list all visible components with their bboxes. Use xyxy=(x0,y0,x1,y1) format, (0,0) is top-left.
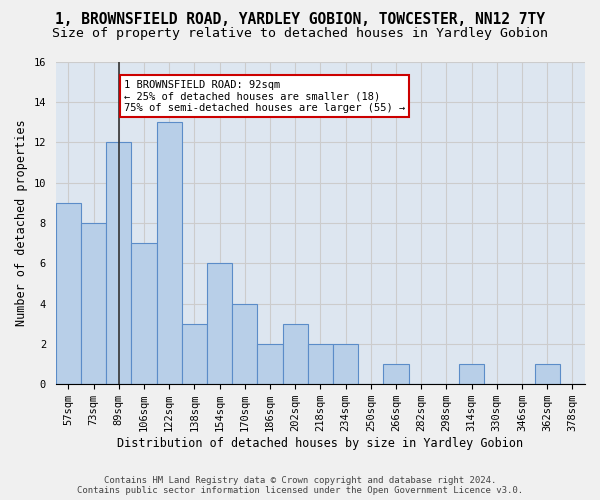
X-axis label: Distribution of detached houses by size in Yardley Gobion: Distribution of detached houses by size … xyxy=(118,437,523,450)
Bar xyxy=(535,364,560,384)
Bar xyxy=(207,263,232,384)
Bar xyxy=(257,344,283,384)
Bar xyxy=(333,344,358,384)
Text: Contains HM Land Registry data © Crown copyright and database right 2024.
Contai: Contains HM Land Registry data © Crown c… xyxy=(77,476,523,495)
Bar xyxy=(308,344,333,384)
Y-axis label: Number of detached properties: Number of detached properties xyxy=(15,120,28,326)
Bar xyxy=(459,364,484,384)
Bar xyxy=(157,122,182,384)
Text: Size of property relative to detached houses in Yardley Gobion: Size of property relative to detached ho… xyxy=(52,28,548,40)
Bar xyxy=(182,324,207,384)
Bar xyxy=(283,324,308,384)
Text: 1, BROWNSFIELD ROAD, YARDLEY GOBION, TOWCESTER, NN12 7TY: 1, BROWNSFIELD ROAD, YARDLEY GOBION, TOW… xyxy=(55,12,545,28)
Text: 1 BROWNSFIELD ROAD: 92sqm
← 25% of detached houses are smaller (18)
75% of semi-: 1 BROWNSFIELD ROAD: 92sqm ← 25% of detac… xyxy=(124,80,405,113)
Bar xyxy=(56,202,81,384)
Bar xyxy=(383,364,409,384)
Bar xyxy=(131,243,157,384)
Bar xyxy=(232,304,257,384)
Bar xyxy=(81,223,106,384)
Bar xyxy=(106,142,131,384)
